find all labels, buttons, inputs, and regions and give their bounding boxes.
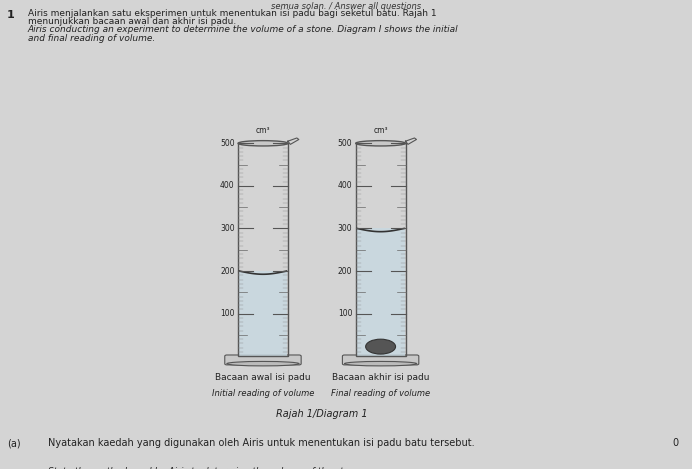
Text: 200: 200 (338, 266, 352, 276)
Text: Bacaan awal isi padu: Bacaan awal isi padu (215, 372, 311, 382)
Text: 100: 100 (220, 309, 235, 318)
Text: 300: 300 (338, 224, 352, 233)
Text: Nyatakan kaedah yang digunakan oleh Airis untuk menentukan isi padu batu tersebu: Nyatakan kaedah yang digunakan oleh Airi… (48, 438, 475, 448)
FancyBboxPatch shape (343, 355, 419, 365)
Text: 300: 300 (220, 224, 235, 233)
Text: State the method used by Airis to determine the volume of the stone: State the method used by Airis to determ… (48, 467, 361, 469)
Text: cm³: cm³ (255, 126, 271, 135)
Bar (238, 144, 288, 356)
Text: 100: 100 (338, 309, 352, 318)
Bar (239, 271, 287, 356)
Ellipse shape (365, 339, 396, 354)
Text: semua solan. / Answer all questions: semua solan. / Answer all questions (271, 2, 421, 11)
Text: 0: 0 (672, 438, 678, 448)
Text: Initial reading of volume: Initial reading of volume (212, 389, 314, 398)
Text: 400: 400 (220, 182, 235, 190)
FancyBboxPatch shape (225, 355, 301, 365)
Text: cm³: cm³ (373, 126, 388, 135)
Text: menunjukkan bacaan awal dan akhir isi padu.: menunjukkan bacaan awal dan akhir isi pa… (28, 17, 236, 26)
Bar (356, 228, 405, 356)
Text: and final reading of volume.: and final reading of volume. (28, 34, 155, 43)
Ellipse shape (356, 141, 406, 146)
Text: Final reading of volume: Final reading of volume (331, 389, 430, 398)
Bar (356, 144, 406, 356)
Text: Rajah 1/Diagram 1: Rajah 1/Diagram 1 (276, 409, 367, 419)
Text: Airis conducting an experiment to determine the volume of a stone. Diagram I sho: Airis conducting an experiment to determ… (28, 25, 458, 34)
Text: 500: 500 (338, 139, 352, 148)
Text: 500: 500 (220, 139, 235, 148)
Ellipse shape (345, 362, 417, 366)
Text: (a): (a) (7, 438, 21, 448)
Text: 1: 1 (7, 10, 15, 20)
Text: Airis menjalankan satu eksperimen untuk menentukan isi padu bagi seketul batu. R: Airis menjalankan satu eksperimen untuk … (28, 9, 436, 18)
Ellipse shape (238, 141, 288, 146)
Text: 400: 400 (338, 182, 352, 190)
Ellipse shape (227, 362, 299, 366)
Text: Bacaan akhir isi padu: Bacaan akhir isi padu (332, 372, 429, 382)
Text: 200: 200 (220, 266, 235, 276)
